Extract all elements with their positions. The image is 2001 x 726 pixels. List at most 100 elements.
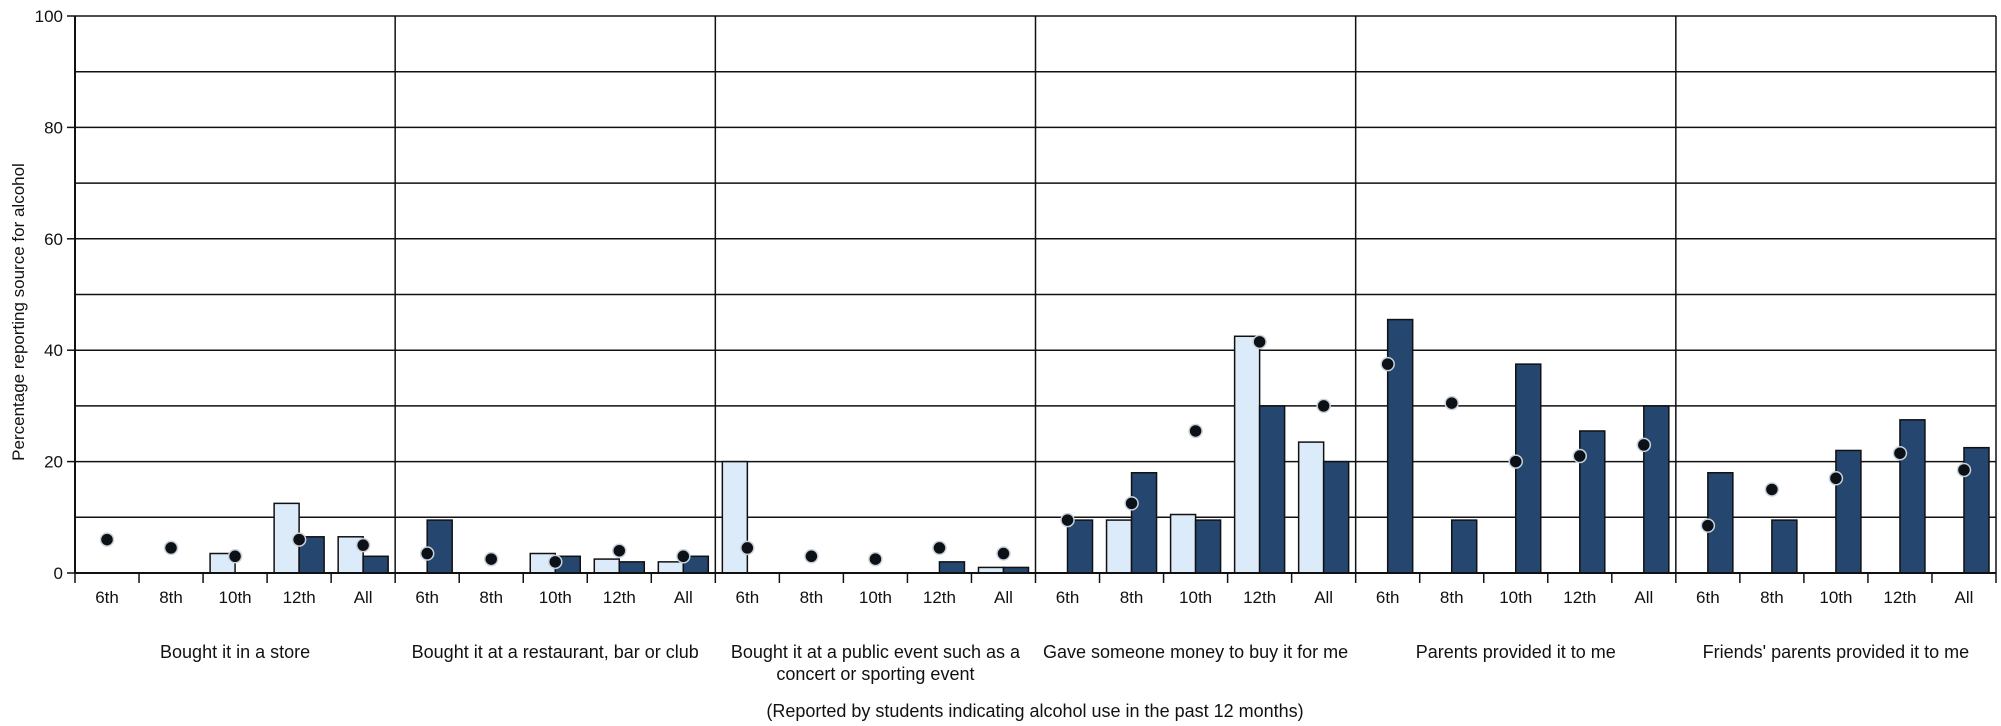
bar-dark	[618, 561, 646, 574]
group-label: Friends' parents provided it to me	[1703, 642, 1970, 662]
grade-label: 6th	[1376, 588, 1400, 607]
y-tick-label: 40	[44, 341, 63, 360]
bar-light	[1233, 335, 1261, 574]
bar-dark	[1450, 519, 1478, 574]
group-label: Bought it in a store	[160, 642, 310, 662]
data-point	[1572, 448, 1588, 464]
grade-label: 8th	[1440, 588, 1464, 607]
grade-label: 10th	[539, 588, 572, 607]
grade-label: 12th	[1563, 588, 1596, 607]
bar-dark	[1066, 519, 1094, 574]
grade-label: 12th	[1243, 588, 1276, 607]
axes	[67, 15, 1997, 583]
data-point	[1252, 334, 1267, 350]
bar-light	[721, 460, 749, 574]
bar-dark	[1386, 318, 1414, 574]
bar-light	[657, 561, 685, 574]
bar-dark	[426, 519, 453, 574]
bar-dark	[1835, 449, 1862, 574]
grade-label: 6th	[1056, 588, 1080, 607]
bar-dark	[362, 555, 389, 574]
grade-label: All	[994, 588, 1013, 607]
grade-label: 12th	[1883, 588, 1916, 607]
bars	[209, 318, 1990, 574]
data-point	[355, 537, 371, 553]
data-point	[1316, 398, 1331, 414]
labels: 0 20 40 60 80 100 6th 8th 10th 12th All Bought it i…	[35, 7, 1974, 684]
grade-label: All	[354, 588, 373, 607]
data-point	[1188, 423, 1203, 439]
data-point	[1764, 482, 1780, 497]
bar-light	[1105, 519, 1133, 574]
data-point	[163, 540, 179, 556]
bar-light	[1169, 513, 1197, 574]
data-point	[1060, 512, 1075, 528]
grade-label: 6th	[95, 588, 119, 607]
data-point	[548, 554, 563, 570]
data-point	[1444, 395, 1459, 411]
chart-note: (Reported by students indicating alcohol…	[766, 701, 1303, 721]
grade-label: 10th	[219, 588, 252, 607]
data-point	[868, 551, 883, 567]
grade-label: 8th	[479, 588, 503, 607]
data-point	[1636, 437, 1652, 453]
data-point	[612, 543, 627, 558]
bar-dark	[1643, 405, 1670, 574]
y-tick-label: 20	[44, 453, 63, 472]
grade-label: 10th	[1819, 588, 1852, 607]
group-label: Bought it at a restaurant, bar or club	[412, 642, 699, 662]
group-label: Parents provided it to me	[1416, 642, 1616, 662]
data-point	[419, 546, 435, 561]
grade-label: 6th	[1696, 588, 1720, 607]
dots	[99, 334, 1972, 570]
bar-dark	[1258, 405, 1286, 574]
grade-label: All	[674, 588, 693, 607]
grade-label: 12th	[603, 588, 636, 607]
y-tick-label: 0	[54, 564, 63, 583]
data-point	[1380, 356, 1395, 372]
data-point	[676, 549, 691, 564]
data-point	[1508, 454, 1523, 469]
grade-label: 10th	[1499, 588, 1532, 607]
grade-label: All	[1634, 588, 1653, 607]
y-axis-label: Percentage reporting source for alcohol	[9, 163, 28, 461]
grade-label: 10th	[859, 588, 892, 607]
data-point	[932, 540, 947, 556]
data-point	[1124, 496, 1139, 511]
bar-light	[593, 558, 621, 574]
grade-label: 12th	[283, 588, 316, 607]
data-point	[740, 540, 755, 556]
y-tick-label: 60	[44, 230, 63, 249]
y-tick-label: 100	[35, 7, 63, 26]
bar-dark	[1515, 363, 1542, 574]
data-point	[483, 551, 499, 567]
bar-dark	[1194, 519, 1222, 574]
grid	[75, 15, 1997, 573]
group-label: Gave someone money to buy it for me	[1043, 642, 1348, 662]
bar-dark	[1771, 519, 1798, 574]
grade-label: All	[1314, 588, 1333, 607]
grade-label: 8th	[159, 588, 183, 607]
data-point	[996, 546, 1011, 561]
grade-label: 8th	[1120, 588, 1144, 607]
group-label: concert or sporting event	[776, 664, 974, 684]
data-point	[1700, 518, 1716, 533]
grade-label: 10th	[1179, 588, 1212, 607]
data-point	[1956, 462, 1972, 478]
data-point	[1828, 471, 1844, 486]
grade-label: All	[1955, 588, 1974, 607]
data-point	[99, 532, 115, 547]
data-point	[804, 549, 819, 564]
grade-label: 8th	[1760, 588, 1784, 607]
y-tick-label: 80	[44, 118, 63, 137]
bar-light	[1297, 441, 1325, 574]
data-point	[291, 532, 307, 547]
grade-label: 12th	[923, 588, 956, 607]
grade-label: 8th	[800, 588, 824, 607]
grade-label: 6th	[736, 588, 760, 607]
grade-label: 6th	[415, 588, 439, 607]
bar-dark	[1322, 460, 1350, 574]
group-label: Bought it at a public event such as a	[731, 642, 1021, 662]
bar-dark	[1130, 471, 1158, 574]
data-point	[227, 549, 243, 564]
